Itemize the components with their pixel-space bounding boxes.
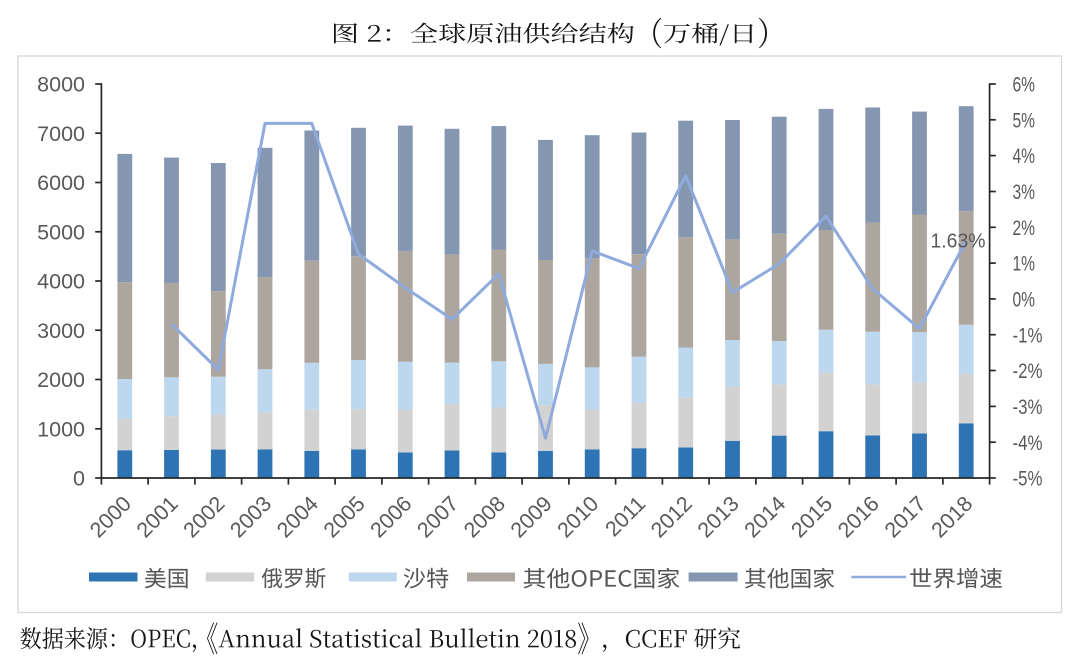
svg-text:5000: 5000 (37, 220, 85, 244)
svg-text:1000: 1000 (37, 417, 85, 441)
svg-text:3%: 3% (1013, 180, 1036, 204)
svg-text:7000: 7000 (37, 122, 85, 146)
svg-text:4000: 4000 (37, 270, 85, 294)
svg-text:2000: 2000 (37, 368, 85, 392)
svg-text:4%: 4% (1013, 144, 1036, 168)
svg-text:8000: 8000 (37, 73, 85, 97)
svg-text:3000: 3000 (37, 319, 85, 343)
svg-text:6000: 6000 (37, 171, 85, 195)
svg-text:0: 0 (73, 467, 85, 491)
svg-text:-1%: -1% (1013, 323, 1043, 347)
svg-text:-2%: -2% (1013, 359, 1043, 383)
svg-text:1%: 1% (1013, 252, 1036, 276)
svg-text:5%: 5% (1013, 108, 1036, 132)
svg-text:1.63%: 1.63% (931, 230, 986, 253)
svg-text:6%: 6% (1013, 73, 1036, 97)
svg-text:-5%: -5% (1013, 467, 1043, 491)
svg-text:0%: 0% (1013, 288, 1036, 312)
svg-text:-4%: -4% (1013, 431, 1043, 455)
svg-text:-3%: -3% (1013, 395, 1043, 419)
svg-text:2%: 2% (1013, 216, 1036, 240)
